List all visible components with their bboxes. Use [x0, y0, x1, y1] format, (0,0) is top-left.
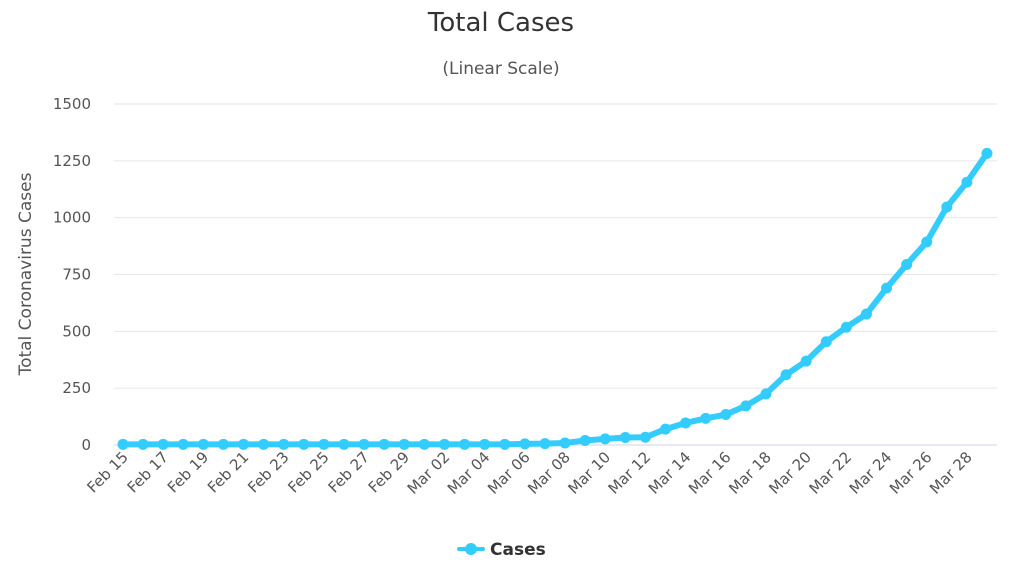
x-tick-label: Feb 23: [244, 448, 292, 496]
data-point: [217, 438, 229, 450]
x-tick-label: Mar 10: [564, 448, 614, 498]
data-point: [800, 355, 812, 367]
x-tick-label: Feb 29: [365, 448, 413, 496]
chart-subtitle: (Linear Scale): [442, 59, 559, 79]
data-point: [318, 438, 330, 450]
x-tick-label: Mar 18: [725, 448, 775, 498]
data-point: [479, 438, 491, 450]
data-point: [539, 438, 551, 450]
data-point: [599, 433, 611, 445]
data-point: [680, 417, 692, 429]
y-axis-title: Total Coronavirus Cases: [16, 172, 36, 376]
data-point: [459, 438, 471, 450]
data-point: [961, 176, 973, 188]
cases-series: [117, 147, 993, 450]
y-tick-label: 1000: [53, 209, 91, 227]
x-tick-label: Feb 25: [284, 448, 332, 496]
x-tick-label: Feb 15: [83, 448, 131, 496]
x-tick-label: Mar 02: [404, 448, 454, 498]
series-line: [120, 150, 990, 448]
legend[interactable]: Cases: [457, 540, 546, 560]
data-point: [197, 438, 209, 450]
data-point: [700, 412, 712, 424]
data-point: [840, 321, 852, 333]
x-tick-label: Mar 08: [524, 448, 574, 498]
data-point: [358, 438, 370, 450]
legend-marker-icon: [465, 543, 477, 555]
data-point: [760, 388, 772, 400]
data-point: [157, 438, 169, 450]
y-tick-label: 1500: [53, 95, 91, 113]
data-point: [519, 438, 531, 450]
data-point: [780, 369, 792, 381]
data-point: [740, 400, 752, 412]
data-point: [137, 438, 149, 450]
data-point: [238, 438, 250, 450]
data-point: [981, 147, 993, 159]
data-point: [901, 258, 913, 270]
data-point: [579, 434, 591, 446]
data-point: [438, 438, 450, 450]
x-tick-label: Mar 12: [605, 448, 655, 498]
x-tick-label: Mar 26: [886, 448, 936, 498]
x-tick-label: Feb 17: [124, 448, 172, 496]
x-tick-label: Feb 19: [164, 448, 212, 496]
legend-label: Cases: [490, 540, 546, 560]
x-tick-label: Feb 21: [204, 448, 252, 496]
y-axis-ticks: 0 250 500 750 1000 1250 1500: [53, 95, 91, 454]
x-tick-label: Feb 27: [325, 448, 373, 496]
data-point: [418, 438, 430, 450]
x-tick-label: Mar 16: [685, 448, 735, 498]
data-point: [258, 438, 270, 450]
y-tick-label: 500: [62, 322, 91, 340]
data-point: [881, 282, 893, 294]
data-point: [639, 431, 651, 443]
data-point: [660, 423, 672, 435]
x-tick-label: Mar 14: [645, 448, 695, 498]
data-point: [619, 431, 631, 443]
data-point: [398, 438, 410, 450]
data-point: [338, 438, 350, 450]
data-point: [941, 201, 953, 213]
y-tick-label: 250: [62, 379, 91, 397]
gridlines: [114, 103, 997, 389]
data-point: [378, 438, 390, 450]
x-tick-label: Mar 20: [765, 448, 815, 498]
data-point: [860, 308, 872, 320]
y-tick-label: 750: [62, 266, 91, 284]
x-tick-label: Mar 06: [484, 448, 534, 498]
data-point: [720, 409, 732, 421]
y-tick-label: 1250: [53, 152, 91, 170]
data-point: [499, 438, 511, 450]
data-point: [117, 438, 129, 450]
x-tick-label: Mar 28: [926, 448, 976, 498]
x-tick-label: Mar 24: [846, 448, 896, 498]
chart-title: Total Cases: [427, 8, 574, 38]
data-point: [820, 336, 832, 348]
x-tick-label: Mar 22: [806, 448, 856, 498]
data-point: [921, 236, 933, 248]
data-point: [298, 438, 310, 450]
data-point: [559, 437, 571, 449]
y-tick-label: 0: [81, 436, 91, 454]
x-tick-label: Mar 04: [444, 448, 494, 498]
data-point: [177, 438, 189, 450]
data-point: [278, 438, 290, 450]
